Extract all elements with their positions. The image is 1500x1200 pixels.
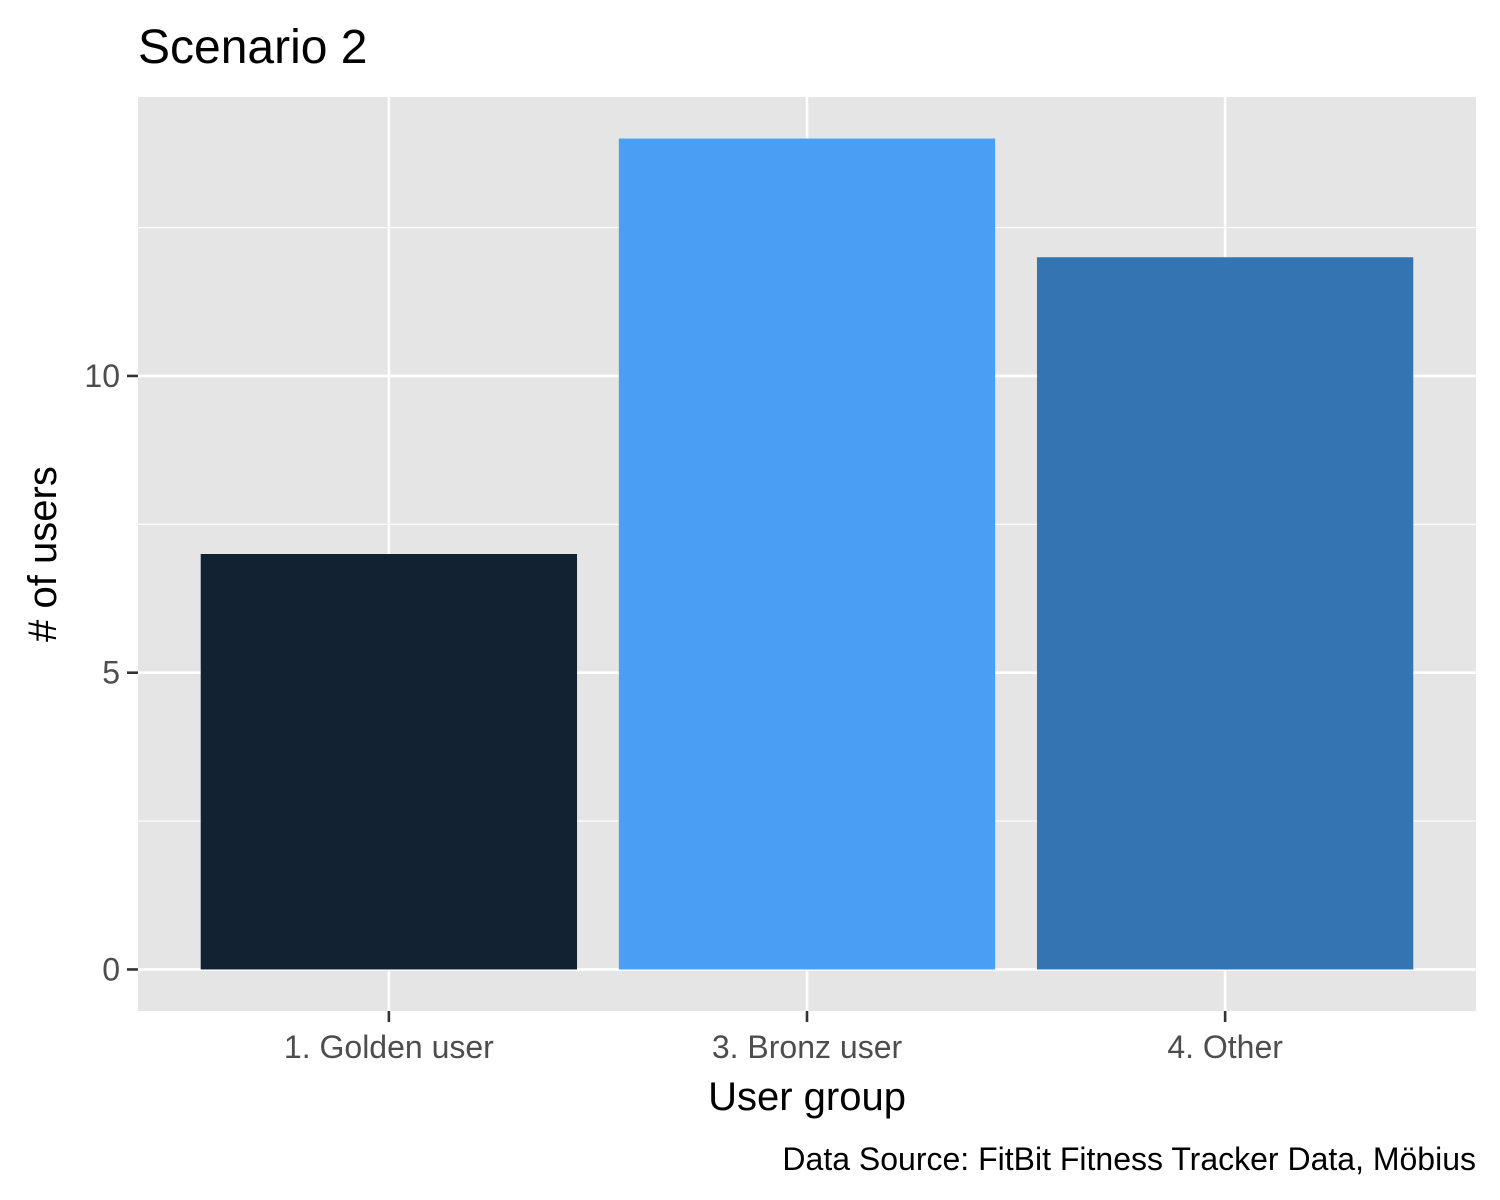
bars-group — [200, 138, 1414, 970]
bar — [618, 138, 996, 970]
x-axis: 1. Golden user 3. Bronz user 4. Other — [284, 1011, 1283, 1065]
x-tick-label: 1. Golden user — [284, 1029, 494, 1065]
y-tick-label: 5 — [102, 655, 120, 691]
chart-title: Scenario 2 — [138, 21, 367, 74]
x-tick-label: 4. Other — [1167, 1029, 1283, 1065]
y-tick-label: 10 — [84, 358, 120, 394]
y-axis-title: # of users — [21, 466, 65, 642]
bar — [1036, 257, 1414, 970]
y-axis: 0 5 10 — [84, 358, 138, 987]
x-axis-title: User group — [708, 1075, 906, 1119]
y-tick-label: 0 — [102, 951, 120, 987]
x-tick-label: 3. Bronz user — [712, 1029, 903, 1065]
chart-caption: Data Source: FitBit Fitness Tracker Data… — [782, 1141, 1476, 1177]
bar — [200, 554, 578, 970]
